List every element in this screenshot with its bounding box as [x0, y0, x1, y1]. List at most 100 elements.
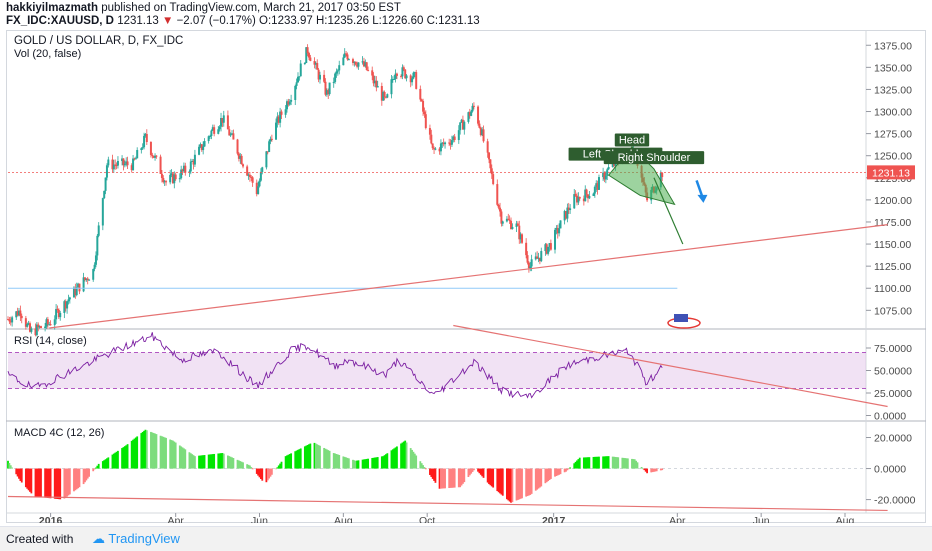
macd-bar [396, 446, 398, 469]
x-tick-label: Apr [669, 515, 686, 523]
candle-body [393, 78, 396, 80]
macd-bar [380, 456, 383, 469]
candle-body [48, 324, 51, 326]
macd-bar [112, 453, 115, 469]
macd-bar [229, 456, 232, 469]
macd-bar [401, 442, 404, 469]
macd-bar [316, 444, 319, 469]
macd-bar [101, 461, 104, 469]
macd-bar [354, 460, 357, 469]
candle-body [380, 86, 383, 101]
macd-bar [136, 436, 139, 469]
last-price-tag-label: 1231.13 [872, 167, 910, 179]
candle-body [602, 172, 605, 178]
candle-body [270, 138, 273, 140]
macd-bar [442, 468, 445, 489]
x-tick-label: 2016 [39, 515, 63, 523]
pattern-label-bg [603, 151, 705, 165]
macd-bar [7, 460, 9, 469]
macd-bar [567, 468, 570, 470]
macd-bar [558, 468, 561, 475]
macd-bar [159, 435, 162, 469]
macd-bar [633, 459, 636, 469]
macd-bar [111, 454, 114, 469]
candle-body [299, 63, 302, 77]
candle-body [486, 141, 489, 153]
header: hakkiyilmazmath published on TradingView… [0, 0, 932, 30]
macd-bar [248, 465, 251, 469]
macd-bar [183, 448, 185, 469]
candle-body [246, 166, 249, 176]
macd-bar [578, 457, 581, 469]
candle-body [268, 141, 271, 152]
macd-bar [563, 468, 566, 473]
candle-body [72, 287, 75, 298]
macd-bar [507, 468, 510, 501]
macd-bar [313, 442, 316, 469]
macd-bar [463, 468, 466, 483]
macd-bar [134, 437, 137, 469]
candle-body [83, 277, 86, 280]
chart-svg[interactable]: 1375.00 1350.00 1325.00 1300.00 1275.00 1250.… [0, 0, 932, 523]
macd-bar [77, 468, 79, 489]
macd-bar [413, 453, 416, 469]
macd-bar [592, 456, 595, 469]
macd-bar [29, 468, 31, 492]
macd-bar [269, 468, 272, 477]
macd-bar [199, 455, 202, 469]
price-y-tick-label: 1200.00 [874, 195, 912, 207]
rsi-trendline [453, 324, 888, 408]
macd-bar [8, 463, 11, 469]
candle-body [239, 155, 242, 159]
candle-body [237, 153, 240, 159]
macd-bar [178, 445, 181, 469]
candle-body [174, 174, 177, 180]
macd-bar [220, 453, 222, 469]
macd-y-tick-label: 20.0000 [874, 433, 912, 445]
candle-body [126, 161, 129, 166]
candle-body [482, 129, 485, 142]
rsi-band [8, 352, 866, 389]
macd-bar [288, 454, 291, 469]
candle-body [607, 166, 610, 170]
pattern-label: Right Shoulder [618, 152, 691, 164]
candle-body [490, 168, 493, 175]
macd-bar [363, 459, 365, 469]
candle-body [314, 63, 317, 65]
macd-bar [540, 468, 543, 487]
chart-frame [6, 30, 926, 523]
author[interactable]: hakkiyilmazmath [6, 2, 99, 14]
macd-bar [346, 457, 349, 469]
candle-body [242, 164, 245, 167]
candle-body [209, 135, 212, 137]
macd-bar [481, 468, 484, 477]
tradingview-logo[interactable]: ☁ TradingView [92, 531, 180, 547]
macd-bar [198, 455, 200, 469]
macd-bar [477, 468, 479, 472]
candle-body [603, 172, 606, 180]
candle-body [559, 220, 562, 229]
macd-bar [181, 447, 184, 469]
candle-body [171, 173, 174, 184]
candle-body [412, 72, 415, 79]
macd-bar [361, 459, 364, 469]
macd-histogram-group [7, 429, 664, 503]
macd-bar [642, 468, 644, 470]
macd-bar [172, 440, 174, 469]
macd-bar [84, 468, 86, 483]
candle-body [130, 165, 133, 171]
macd-bar [290, 453, 293, 469]
macd-bar [295, 450, 298, 469]
down-arrow-icon: ▼ [161, 15, 174, 27]
macd-bar [93, 468, 96, 470]
candle-body [353, 61, 356, 63]
candle-body [518, 225, 521, 240]
x-tick-label: Apr [168, 515, 185, 523]
macd-bar [218, 453, 221, 469]
macd-bar [391, 449, 394, 469]
macd-bar [30, 468, 33, 494]
candle-body [419, 88, 422, 100]
macd-bar [449, 468, 452, 488]
candle-body [578, 196, 581, 199]
macd-bar [227, 455, 229, 469]
